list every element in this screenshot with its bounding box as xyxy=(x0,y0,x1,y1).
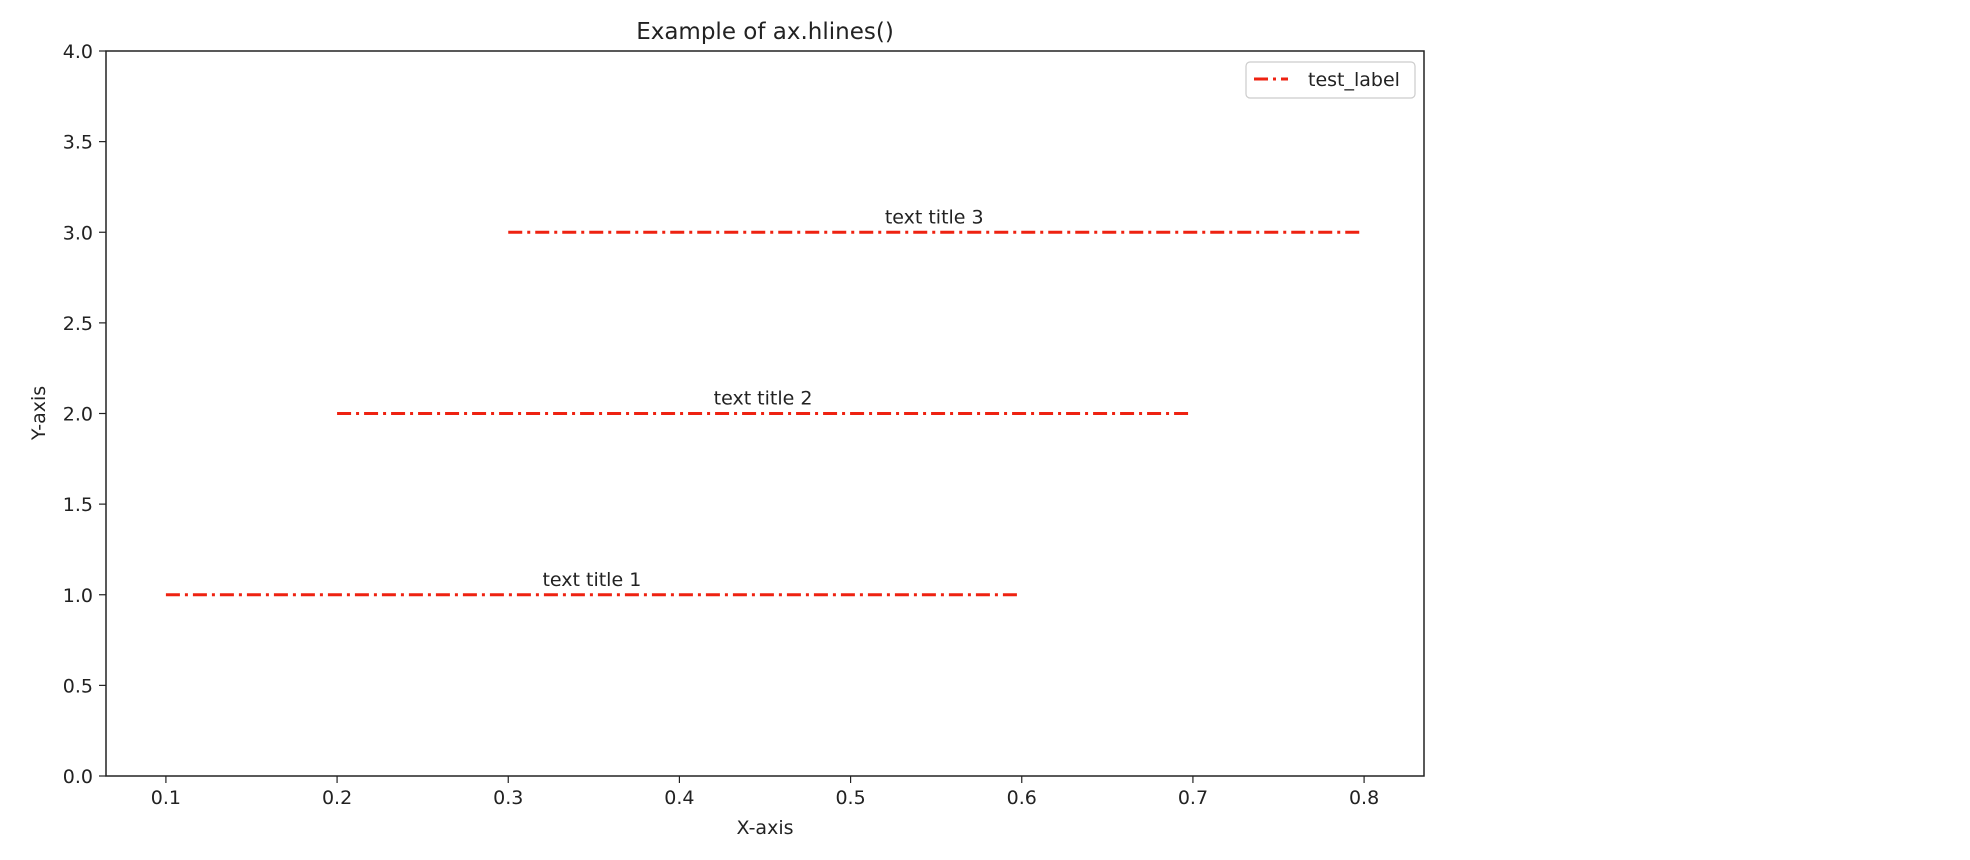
y-tick-label: 1.0 xyxy=(63,585,93,607)
x-tick-label: 0.7 xyxy=(1178,787,1208,809)
y-tick-label: 3.0 xyxy=(63,222,93,244)
x-tick-label: 0.1 xyxy=(151,787,181,809)
x-tick-label: 0.8 xyxy=(1349,787,1379,809)
annotation-2: text title 2 xyxy=(714,388,813,410)
plot-area-frame xyxy=(105,50,1425,777)
y-axis-label: Y-axis xyxy=(28,386,50,441)
y-tick-label: 1.5 xyxy=(63,494,93,516)
x-tick-label: 0.2 xyxy=(322,787,352,809)
annotation-1: text title 1 xyxy=(542,569,641,591)
x-tick-label: 0.4 xyxy=(664,787,694,809)
y-tick-label: 2.5 xyxy=(63,313,93,335)
x-axis-label: X-axis xyxy=(737,817,794,839)
annotations-layer: text title 1 text title 2 text title 3 xyxy=(542,206,983,591)
x-tick-label: 0.3 xyxy=(493,787,523,809)
y-tick-label: 2.0 xyxy=(63,404,93,426)
x-tick-label: 0.5 xyxy=(835,787,865,809)
chart-title: Example of ax.hlines() xyxy=(636,19,894,45)
ticks-layer: 0.1 0.2 0.3 0.4 0.5 0.6 0.7 0.8 0.0 0.5 1.0 1.5 2.0 2… xyxy=(63,41,1379,809)
y-tick-label: 0.5 xyxy=(63,675,93,697)
y-tick-label: 3.5 xyxy=(63,132,93,154)
legend: test_label xyxy=(1245,61,1416,99)
legend-entry-label: test_label xyxy=(1308,69,1400,91)
annotation-3: text title 3 xyxy=(885,206,984,228)
x-tick-label: 0.6 xyxy=(1007,787,1037,809)
legend-box xyxy=(1245,61,1416,99)
lines-layer xyxy=(165,230,1365,597)
y-tick-label: 0.0 xyxy=(63,766,93,788)
y-tick-label: 4.0 xyxy=(63,41,93,63)
